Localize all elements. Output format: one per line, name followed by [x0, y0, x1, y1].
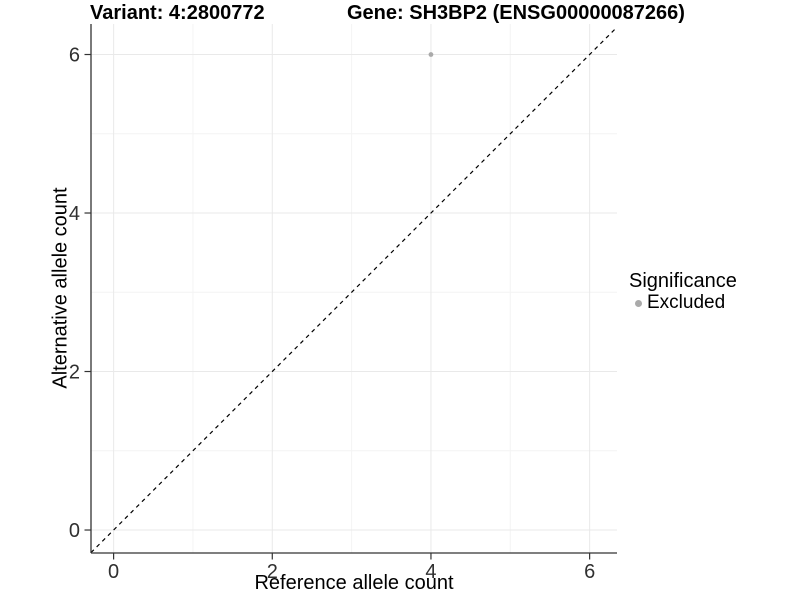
x-tick-label: 6	[584, 561, 595, 583]
legend-point-icon	[635, 299, 642, 307]
x-tick-label: 2	[267, 561, 278, 583]
y-axis-title: Alternative allele count	[49, 187, 72, 389]
x-axis-title: Reference allele count	[254, 572, 454, 594]
x-tick-label: 0	[108, 561, 119, 583]
variant-title: Variant: 4:2800772	[90, 2, 265, 24]
y-tick-label: 2	[69, 362, 80, 384]
gene-title: Gene: SH3BP2 (ENSG00000087266)	[347, 2, 685, 24]
data-point	[428, 52, 434, 57]
legend-item-label: Excluded	[647, 292, 726, 313]
y-tick-label: 0	[69, 520, 80, 542]
y-tick-label: 6	[69, 45, 80, 67]
legend-item-excluded: Excluded	[629, 292, 737, 314]
y-tick-label: 4	[69, 203, 80, 225]
legend-title: Significance	[629, 270, 737, 292]
x-tick-label: 4	[425, 561, 436, 583]
identity-dashed-line	[90, 26, 618, 554]
legend: Significance Excluded	[629, 270, 737, 314]
